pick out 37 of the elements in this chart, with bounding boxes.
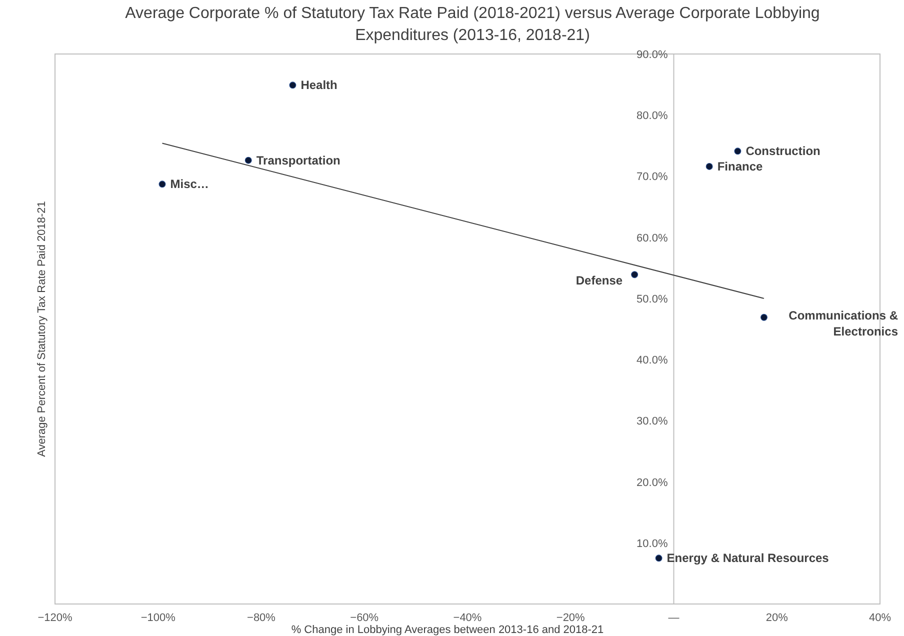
point <box>631 271 638 278</box>
annotation: Finance <box>717 159 763 174</box>
x-tick-label: −60% <box>350 612 379 624</box>
x-tick-label: 20% <box>766 612 788 624</box>
x-tick-label: −100% <box>140 612 176 624</box>
annotation: Misc… <box>170 177 209 192</box>
point <box>655 554 662 562</box>
annotation: Communications & Electronics <box>788 308 898 338</box>
x-tick-label: −80% <box>247 612 276 624</box>
x-tick-label: −120% <box>38 612 72 624</box>
y-tick-label: 80.0% <box>636 110 668 122</box>
point <box>289 82 296 89</box>
point <box>158 180 166 188</box>
y-tick-label: 50.0% <box>636 293 668 306</box>
x-axis-title: % Change in Lobbying Averages between 2013-16 and 2018-21 <box>291 624 604 636</box>
point <box>706 162 713 170</box>
annotation: Defense <box>576 274 623 288</box>
point <box>244 156 252 164</box>
y-tick-label: 20.0% <box>636 476 668 489</box>
y-tick-label: 10.0% <box>636 538 668 550</box>
y-tick-label: 70.0% <box>636 171 668 184</box>
y-tick-label: 60.0% <box>636 232 668 244</box>
annotation: Construction <box>746 144 820 158</box>
point <box>760 314 768 321</box>
annotation: Energy & Natural Resources <box>666 551 830 566</box>
chart-title: Average Corporate % of Statutory Tax Rate Paid (2018-2021) versus Average Corporate Lobbying Expenditures (2013-16, 2018-21) <box>125 5 820 44</box>
annotation: Health <box>300 78 338 92</box>
x-tick-label: — <box>668 612 680 624</box>
y-tick-label: 90.0% <box>636 49 668 61</box>
y-tick-label: 40.0% <box>636 354 668 367</box>
annotation: Transportation <box>256 153 340 168</box>
y-axis-title: Average Percent of Statutory Tax Rate Paid 2018-21 <box>36 201 48 457</box>
x-tick-label: −40% <box>453 612 482 624</box>
point <box>734 148 742 155</box>
x-tick-label: −20% <box>556 612 586 624</box>
y-tick-label: 30.0% <box>636 416 668 428</box>
x-tick-label: 40% <box>868 612 892 624</box>
